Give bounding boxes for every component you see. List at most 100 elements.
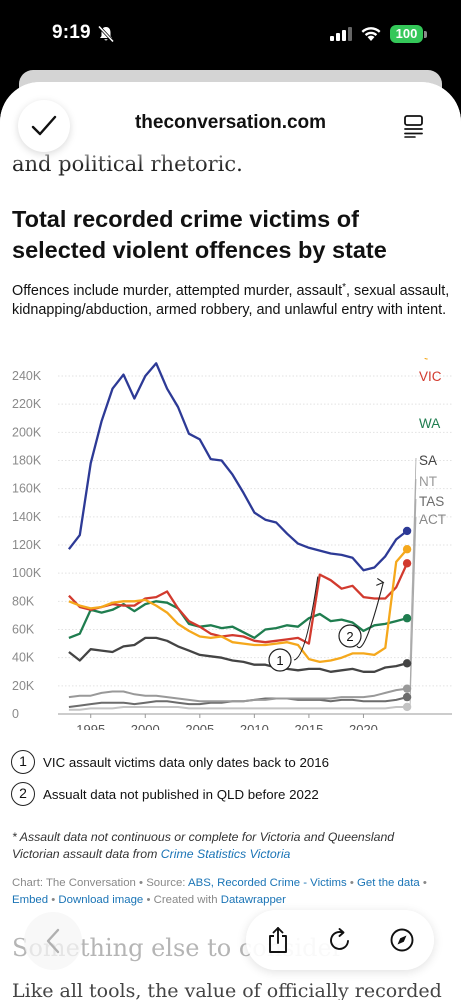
series-line-sa <box>68 636 408 673</box>
series-end-label-sa: SA <box>419 453 437 468</box>
download-image-link[interactable]: Download image <box>58 894 144 906</box>
y-tick-label: 180K <box>12 454 42 468</box>
annotation-label-2: 2 <box>346 629 353 644</box>
x-tick-label: 2010 <box>240 722 269 730</box>
series-line-nt <box>68 687 408 703</box>
battery-cap <box>424 31 427 38</box>
y-tick-label: 240K <box>12 369 42 383</box>
status-time: 9:19 <box>52 22 91 43</box>
series-end-label-vic: VIC <box>419 369 442 384</box>
note-text: Assualt data not published in QLD before… <box>43 786 319 802</box>
series-end-label-wa: WA <box>419 416 440 431</box>
y-tick-label: 100K <box>12 566 42 580</box>
datawrapper-link[interactable]: Datawrapper <box>220 894 286 906</box>
footnote-line-2: Victorian assault data from <box>12 847 158 861</box>
reader-mode-icon[interactable] <box>402 114 426 138</box>
source-separator: • <box>419 877 427 889</box>
y-tick-label: 0 <box>12 707 19 721</box>
note-number: 2 <box>11 782 35 806</box>
series-end-label-qld: QLD <box>419 358 447 360</box>
next-section-paragraph: Like all tools, the value of officially … <box>12 980 442 1000</box>
created-with-text: • Created with <box>143 894 221 906</box>
browser-toolbar <box>246 910 434 970</box>
note-text: VIC assault victims data only dates back… <box>43 754 330 770</box>
x-tick-label: 2000 <box>131 722 160 730</box>
wifi-icon <box>361 27 381 41</box>
open-in-safari-button[interactable] <box>384 922 420 958</box>
annotation-arrowhead-2 <box>376 577 385 586</box>
reload-button[interactable] <box>322 922 358 958</box>
site-domain[interactable]: theconversation.com <box>134 112 327 133</box>
series-end-label-tas: TAS <box>419 494 444 509</box>
annotation-marker-1 <box>268 648 292 672</box>
series-end-label-act: ACT <box>419 512 446 527</box>
done-button[interactable] <box>18 100 70 152</box>
silent-bell-icon <box>97 25 115 43</box>
subtitle-lead: Offences include murder, attempted murde… <box>12 283 343 299</box>
x-tick-label: 2015 <box>294 722 323 730</box>
x-tick-label: 2020 <box>349 722 378 730</box>
x-tick-label: 2005 <box>185 722 214 730</box>
source-prefix: Chart: The Conversation • Source: <box>12 877 188 889</box>
note-number: 1 <box>11 750 35 774</box>
series-endpoint-vic <box>402 559 412 568</box>
cellular-signal-icon <box>330 27 352 41</box>
series-endpoint-nsw <box>402 526 412 536</box>
y-tick-label: 60K <box>12 623 35 637</box>
share-icon <box>269 927 287 953</box>
y-tick-label: 220K <box>12 397 42 411</box>
status-bar: 9:19 100 <box>0 0 461 68</box>
annotation-arrow-1 <box>293 576 319 661</box>
chart-footnote: * Assault data not continuous or complet… <box>12 829 452 863</box>
browser-header: theconversation.com <box>0 82 461 166</box>
abs-source-link[interactable]: ABS, Recorded Crime - Victims <box>188 877 347 889</box>
checkmark-icon <box>31 115 57 136</box>
series-line-vic <box>68 562 409 645</box>
series-endpoint-wa <box>402 614 412 623</box>
label-connector <box>409 457 417 662</box>
share-button[interactable] <box>260 922 296 958</box>
label-connector <box>409 478 417 687</box>
compass-icon <box>390 928 414 952</box>
series-endpoint-sa <box>402 659 412 668</box>
annotation-marker-2 <box>338 624 362 648</box>
embed-link[interactable]: Embed <box>12 894 49 906</box>
chart-note-2: 2 Assualt data not published in QLD befo… <box>11 782 319 806</box>
back-button[interactable] <box>24 912 82 970</box>
y-tick-label: 200K <box>12 425 42 439</box>
subtitle-tail: , sexual assault, kidnapping/abduction, … <box>12 283 450 318</box>
browser-sheet: theconversation.com and political rhetor… <box>0 82 461 1000</box>
footnote-line-1: Assault data not continuous or complete … <box>19 830 395 844</box>
chart-note-1: 1 VIC assault victims data only dates ba… <box>11 750 329 774</box>
series-end-label-nt: NT <box>419 474 437 489</box>
subtitle-asterisk: * <box>342 282 346 293</box>
chart-title: Total recorded crime victims of selected… <box>12 206 387 263</box>
source-separator: • <box>48 894 59 906</box>
series-line-act <box>68 706 408 711</box>
y-tick-label: 80K <box>12 594 35 608</box>
annotation-label-1: 1 <box>276 653 283 668</box>
annotation-arrow-2 <box>356 582 384 649</box>
series-endpoint-tas <box>402 692 412 702</box>
footnote-asterisk: * <box>12 830 17 844</box>
y-tick-label: 20K <box>12 679 35 693</box>
series-endpoint-act <box>402 702 412 712</box>
chevron-left-icon <box>46 928 60 954</box>
x-tick-label: 1995 <box>76 722 105 730</box>
y-tick-label: 140K <box>12 510 42 524</box>
series-endpoint-qld <box>402 545 412 554</box>
y-tick-label: 160K <box>12 482 42 496</box>
y-tick-label: 40K <box>12 651 35 665</box>
crime-statistics-victoria-link[interactable]: Crime Statistics Victoria <box>160 847 291 861</box>
chart-source-line: Chart: The Conversation • Source: ABS, R… <box>12 875 452 909</box>
get-the-data-link[interactable]: Get the data <box>357 877 420 889</box>
reload-icon <box>330 928 349 950</box>
series-line-nsw <box>67 362 408 572</box>
line-chart: 020K40K60K80K100K120K140K160K180K200K220… <box>12 358 452 730</box>
series-endpoint-nt <box>402 684 412 693</box>
source-separator: • <box>346 877 357 889</box>
chart-subtitle: Offences include murder, attempted murde… <box>12 282 452 320</box>
y-tick-label: 120K <box>12 538 42 552</box>
series-line-qld <box>68 548 408 664</box>
battery-icon: 100 <box>390 25 423 43</box>
